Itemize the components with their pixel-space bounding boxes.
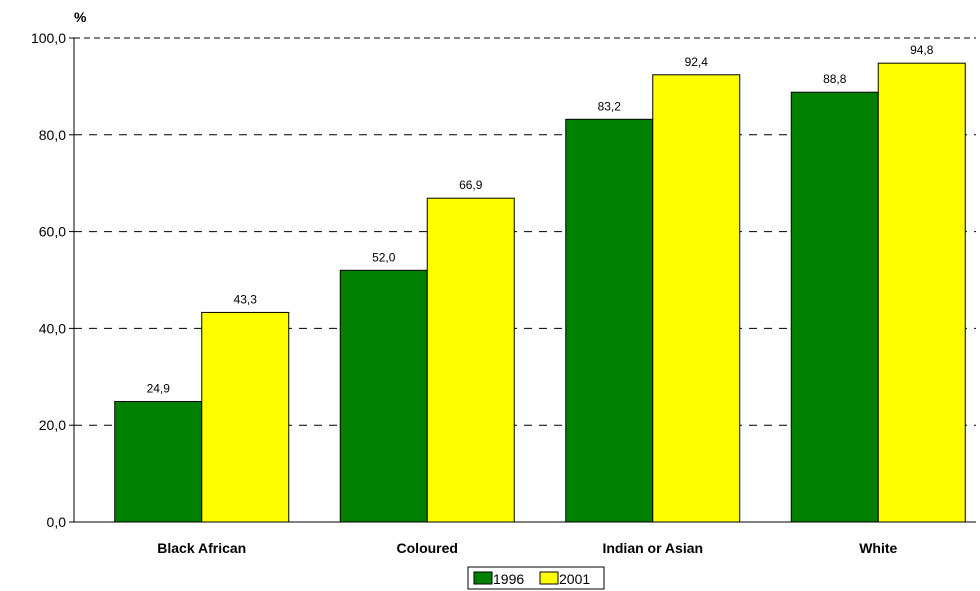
legend-label-1996: 1996 — [493, 571, 524, 587]
legend-box — [467, 566, 605, 590]
legend-label-2001: 2001 — [559, 571, 590, 587]
data-label: 92,4 — [685, 55, 709, 69]
data-label: 43,3 — [234, 292, 258, 306]
legend-swatch-1996 — [473, 571, 493, 585]
y-tick-label: 0,0 — [47, 514, 67, 530]
data-label: 83,2 — [598, 99, 622, 113]
data-label: 52,0 — [372, 250, 396, 264]
y-tick-label: 40,0 — [39, 320, 66, 336]
bar-2001 — [426, 197, 515, 523]
legend: 1996 2001 — [467, 566, 605, 590]
bar-1996 — [114, 400, 203, 523]
legend-swatch-2001 — [539, 571, 559, 585]
data-labels: 24,9 43,3 52,0 66,9 83,2 92,4 88,8 94,8 — [147, 43, 934, 395]
y-tick-label: 80,0 — [39, 127, 66, 143]
data-label: 94,8 — [910, 43, 934, 57]
category-label: Indian or Asian — [602, 540, 703, 556]
bar-1996 — [790, 91, 879, 523]
bar-1996 — [339, 269, 428, 523]
x-axis-categories: Black African Coloured Indian or Asian Whit… — [157, 540, 897, 556]
bar-2001 — [201, 311, 290, 523]
y-axis-ticks: 0,0 20,0 40,0 60,0 80,0 100,0 — [31, 30, 74, 530]
y-tick-label: 20,0 — [39, 417, 66, 433]
category-label: Black African — [157, 540, 246, 556]
category-label: White — [859, 540, 897, 556]
y-unit-label: % — [74, 9, 87, 25]
category-label: Coloured — [397, 540, 458, 556]
bar-2001 — [652, 74, 741, 523]
bar-2001 — [877, 62, 966, 523]
data-label: 88,8 — [823, 72, 847, 86]
data-label: 66,9 — [459, 178, 483, 192]
bar-1996 — [565, 118, 654, 523]
y-tick-label: 60,0 — [39, 224, 66, 240]
y-tick-label: 100,0 — [31, 30, 66, 46]
data-label: 24,9 — [147, 381, 171, 395]
bars — [114, 62, 966, 523]
